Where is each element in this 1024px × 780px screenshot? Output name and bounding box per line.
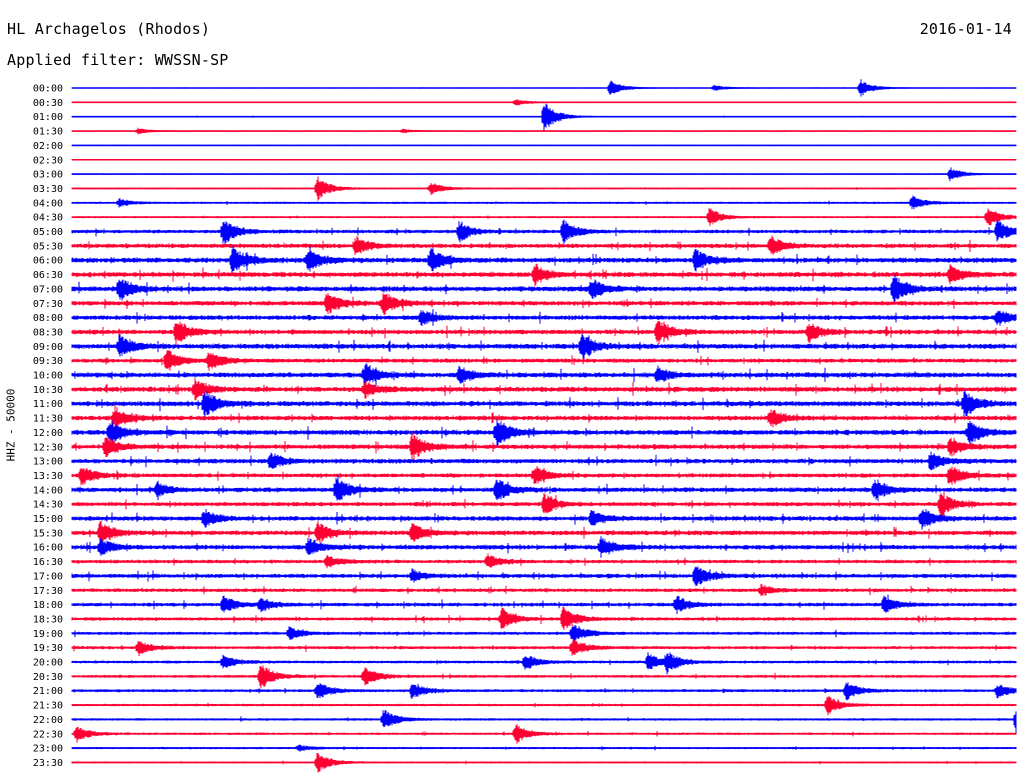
row-time-label: 11:00 [33,399,63,410]
row-time-label: 15:30 [33,528,63,539]
row-time-label: 18:30 [33,614,63,625]
trace-1200 [71,419,1017,448]
row-time-label: 12:30 [33,442,63,453]
row-time-label: 19:30 [33,643,63,654]
row-time-label: 17:00 [33,571,63,582]
row-time-label: 03:00 [33,170,63,181]
row-time-label: 02:00 [33,141,63,152]
row-time-label: 21:30 [33,701,63,712]
row-time-label: 08:30 [33,327,63,338]
row-time-label: 08:00 [33,313,63,324]
trace-2200 [71,710,1017,733]
row-time-label: 14:00 [33,485,63,496]
row-time-label: 20:00 [33,658,63,669]
row-time-label: 23:30 [33,758,63,769]
row-time-label: 00:30 [33,98,63,109]
date-label: 2016-01-14 [919,20,1012,38]
station-title: HL Archagelos (Rhodos) [7,20,211,38]
row-time-label: 04:30 [33,213,63,224]
row-time-label: 07:30 [33,299,63,310]
row-time-label: 13:00 [33,457,63,468]
row-time-label: 21:00 [33,686,63,697]
row-time-label: 15:00 [33,514,63,525]
row-time-label: 16:30 [33,557,63,568]
row-time-label: 16:00 [33,543,63,554]
row-time-label: 01:30 [33,127,63,138]
row-time-label: 09:00 [33,342,63,353]
trace-1230 [71,431,1017,461]
row-time-label: 22:30 [33,729,63,740]
row-time-label: 06:30 [33,270,63,281]
trace-2000 [71,652,1017,675]
row-time-label: 10:00 [33,371,63,382]
row-time-label: 18:00 [33,600,63,611]
row-time-label: 23:00 [33,744,63,755]
row-time-label: 20:30 [33,672,63,683]
row-time-label: 02:30 [33,155,63,166]
row-time-label: 00:00 [33,84,63,95]
row-time-label: 11:30 [33,414,63,425]
row-time-label: 14:30 [33,500,63,511]
trace-0830 [71,321,1017,346]
row-time-label: 07:00 [33,284,63,295]
row-time-label: 13:30 [33,471,63,482]
row-time-label: 19:00 [33,629,63,640]
row-time-label: 05:30 [33,241,63,252]
filter-label: Applied filter: WWSSN-SP [7,51,229,69]
row-time-label: 03:30 [33,184,63,195]
row-time-label: 04:00 [33,198,63,209]
trace-1830 [71,606,1017,630]
row-time-label: 17:30 [33,586,63,597]
row-time-label: 01:00 [33,112,63,123]
row-time-label: 22:00 [33,715,63,726]
row-time-label: 10:30 [33,385,63,396]
row-time-label: 09:30 [33,356,63,367]
row-time-label: 06:00 [33,256,63,267]
row-time-label: 05:00 [33,227,63,238]
row-time-label: 12:00 [33,428,63,439]
trace-1530 [71,521,1017,543]
